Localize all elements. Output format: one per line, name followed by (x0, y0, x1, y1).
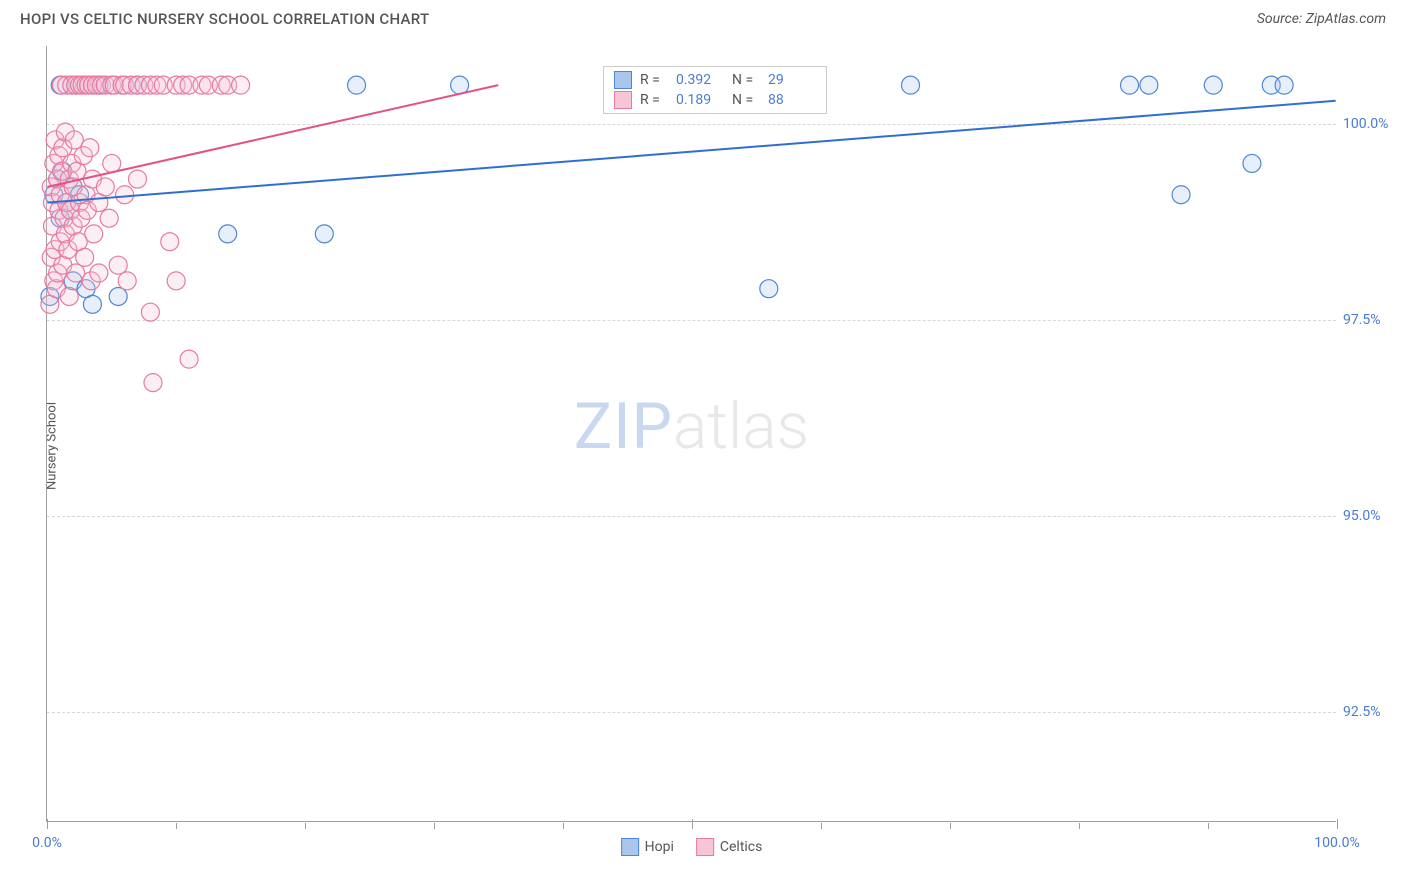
stat-label: N = (732, 72, 760, 88)
x-tick (1208, 823, 1209, 829)
stat-r-value: 0.392 (676, 72, 724, 88)
data-point (109, 288, 127, 306)
legend-item: Hopi (621, 838, 674, 856)
data-point (96, 178, 114, 196)
y-tick-label: 95.0% (1343, 508, 1398, 524)
source-attribution: Source: ZipAtlas.com (1257, 11, 1386, 27)
legend-label: Hopi (645, 839, 674, 855)
data-point (83, 295, 101, 313)
data-point (1172, 186, 1190, 204)
stats-row: R = 0.392 N = 29 (614, 71, 816, 89)
data-point (90, 264, 108, 282)
plot-area: 92.5%95.0%97.5%100.0% ZIPatlas R =0.392N… (46, 46, 1336, 822)
data-point (118, 272, 136, 290)
trend-line (47, 101, 1335, 203)
legend-item: Celtics (696, 838, 762, 856)
series-swatch (614, 91, 632, 109)
data-point (76, 248, 94, 266)
data-point (109, 256, 127, 274)
data-point (902, 76, 920, 94)
data-point (760, 280, 778, 298)
stat-label: R = (640, 92, 668, 108)
legend: Hopi Celtics (621, 838, 763, 856)
x-tick (821, 823, 822, 829)
stat-n-value: 88 (768, 92, 816, 108)
y-tick-label: 92.5% (1343, 704, 1398, 720)
stat-r-value: 0.189 (676, 92, 724, 108)
x-tick (176, 823, 177, 829)
x-tick (305, 823, 306, 829)
series-swatch (614, 71, 632, 89)
data-point (315, 225, 333, 243)
data-point (81, 139, 99, 157)
x-tick-label: 0.0% (32, 835, 62, 851)
legend-swatch (621, 838, 639, 856)
data-point (219, 225, 237, 243)
x-tick (692, 819, 693, 829)
legend-label: Celtics (720, 839, 762, 855)
data-point (1275, 76, 1293, 94)
y-tick-label: 100.0% (1343, 116, 1398, 132)
data-point (1121, 76, 1139, 94)
chart-title: HOPI VS CELTIC NURSERY SCHOOL CORRELATIO… (20, 10, 429, 28)
data-point (180, 350, 198, 368)
x-tick (563, 823, 564, 829)
data-point (167, 272, 185, 290)
stat-label: N = (732, 92, 760, 108)
data-point (116, 186, 134, 204)
x-tick (434, 823, 435, 829)
data-point (144, 374, 162, 392)
x-tick (1079, 823, 1080, 829)
correlation-stats-box: R = 0.392 N = 29 R = 0.189 N = 88 (603, 66, 827, 114)
legend-swatch (696, 838, 714, 856)
stats-row: R = 0.189 N = 88 (614, 91, 816, 109)
data-point (103, 154, 121, 172)
x-tick-label: 100.0% (1314, 835, 1359, 851)
data-point (85, 225, 103, 243)
stat-label: R = (640, 72, 668, 88)
data-point (100, 209, 118, 227)
data-point (232, 76, 250, 94)
y-tick-label: 97.5% (1343, 312, 1398, 328)
x-tick (47, 819, 48, 829)
x-tick (1337, 819, 1338, 829)
data-point (60, 288, 78, 306)
x-tick (950, 823, 951, 829)
data-point (1140, 76, 1158, 94)
data-point (141, 303, 159, 321)
scatter-svg (47, 46, 1336, 821)
data-point (161, 233, 179, 251)
data-point (1204, 76, 1222, 94)
stat-n-value: 29 (768, 72, 816, 88)
data-point (129, 170, 147, 188)
data-point (1243, 154, 1261, 172)
data-point (348, 76, 366, 94)
